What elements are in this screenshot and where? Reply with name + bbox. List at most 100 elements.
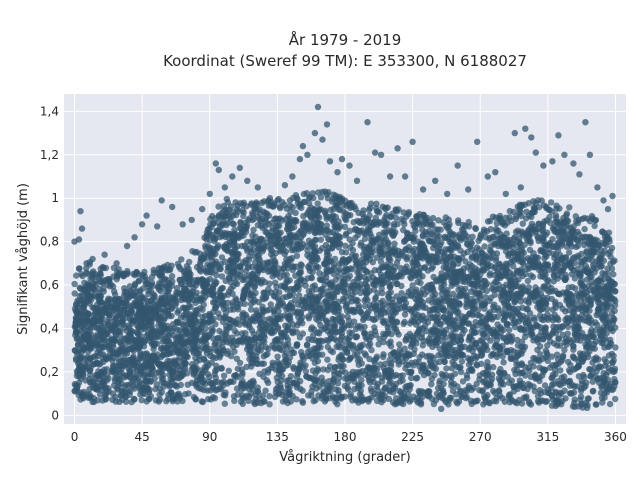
scatter-point xyxy=(385,254,393,262)
scatter-point xyxy=(281,358,288,365)
scatter-point xyxy=(342,242,349,249)
scatter-point xyxy=(156,327,163,334)
scatter-point xyxy=(101,331,109,339)
scatter-point xyxy=(395,331,402,338)
scatter-point xyxy=(319,291,327,298)
scatter-point xyxy=(154,356,161,363)
scatter-point xyxy=(347,322,355,329)
scatter-point xyxy=(518,256,525,263)
scatter-point xyxy=(572,365,579,372)
scatter-point xyxy=(264,350,271,358)
scatter-point xyxy=(119,388,126,395)
scatter-point xyxy=(471,398,478,405)
scatter-point xyxy=(86,394,94,401)
scatter-point xyxy=(476,386,483,394)
scatter-point xyxy=(285,358,292,366)
scatter-point xyxy=(273,270,281,277)
scatter-point xyxy=(99,397,106,404)
scatter-point xyxy=(324,227,331,234)
scatter-point xyxy=(390,383,397,390)
scatter-point xyxy=(224,333,231,341)
scatter-point xyxy=(110,362,117,370)
scatter-point xyxy=(414,305,421,312)
scatter-point xyxy=(565,367,573,374)
scatter-point xyxy=(427,331,435,338)
scatter-point xyxy=(540,285,548,292)
scatter-point xyxy=(181,359,188,367)
scatter-point xyxy=(264,243,272,250)
scatter-point xyxy=(87,371,94,378)
scatter-point xyxy=(157,317,164,324)
scatter-point xyxy=(255,245,262,252)
scatter-point xyxy=(524,277,532,285)
scatter-point xyxy=(408,275,415,282)
scatter-point xyxy=(241,300,248,308)
scatter-point xyxy=(217,265,224,273)
scatter-point xyxy=(116,361,123,368)
scatter-point xyxy=(561,373,568,380)
scatter-point xyxy=(180,290,187,297)
scatter-point xyxy=(121,383,129,390)
scatter-point xyxy=(427,281,435,289)
scatter-point xyxy=(186,311,194,318)
scatter-point xyxy=(577,297,585,304)
scatter-point xyxy=(212,367,219,374)
scatter-point xyxy=(433,278,440,285)
scatter-point xyxy=(570,346,577,353)
scatter-point xyxy=(479,331,486,338)
scatter-point xyxy=(256,370,263,377)
scatter-point xyxy=(500,359,507,366)
scatter-point xyxy=(187,303,194,311)
scatter-point xyxy=(298,348,305,356)
scatter-point xyxy=(454,400,461,407)
scatter-point xyxy=(334,370,341,377)
scatter-point xyxy=(580,257,587,264)
scatter-point xyxy=(264,259,271,266)
scatter-point xyxy=(225,367,232,374)
scatter-point xyxy=(266,267,273,274)
scatter-point xyxy=(426,357,434,364)
scatter-point xyxy=(364,296,371,304)
scatter-point xyxy=(578,400,586,407)
scatter-point xyxy=(411,259,419,267)
scatter-point xyxy=(408,368,415,375)
scatter-point xyxy=(610,280,618,287)
scatter-point xyxy=(455,308,462,316)
scatter-point xyxy=(503,281,510,288)
scatter-point xyxy=(482,294,489,301)
scatter-point xyxy=(73,309,81,317)
scatter-point xyxy=(385,395,393,403)
scatter-point xyxy=(409,340,417,347)
scatter-point xyxy=(209,299,217,306)
scatter-point xyxy=(234,306,242,313)
scatter-point xyxy=(481,301,488,308)
scatter-point xyxy=(271,328,278,335)
scatter-point xyxy=(413,286,420,293)
scatter-point xyxy=(469,306,477,313)
scatter-point xyxy=(524,255,532,262)
scatter-point xyxy=(192,396,199,403)
scatter-point xyxy=(304,348,312,356)
scatter-point xyxy=(382,331,390,338)
scatter-point xyxy=(512,296,519,304)
scatter-point xyxy=(288,254,296,262)
scatter-point xyxy=(123,350,131,357)
scatter-point xyxy=(573,243,580,250)
scatter-point xyxy=(580,384,588,391)
scatter-point xyxy=(367,330,375,337)
scatter-point xyxy=(254,237,262,244)
scatter-point xyxy=(283,333,290,340)
scatter-point xyxy=(105,343,113,350)
scatter-point xyxy=(126,315,134,323)
scatter-point xyxy=(385,302,392,309)
scatter-point xyxy=(398,282,405,290)
scatter-point xyxy=(396,372,404,380)
scatter-point xyxy=(594,321,601,329)
scatter-point xyxy=(166,349,173,357)
scatter-point xyxy=(504,241,511,248)
scatter-point xyxy=(223,326,230,333)
scatter-point xyxy=(386,388,393,395)
scatter-point xyxy=(589,359,596,366)
scatter-point xyxy=(575,331,582,339)
scatter-point xyxy=(339,340,346,347)
